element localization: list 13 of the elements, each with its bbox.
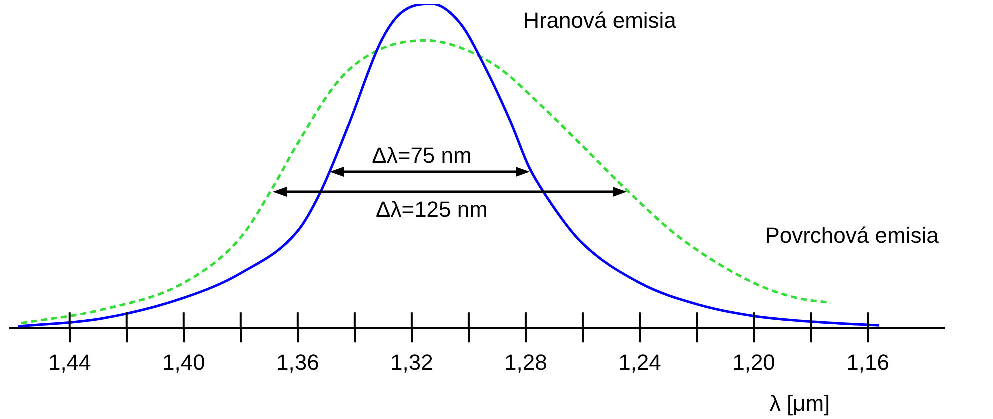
x-axis-title: λ [μm] — [770, 391, 830, 416]
x-tick-label: 1,24 — [618, 350, 662, 375]
x-tick-label: 1,44 — [48, 350, 92, 375]
annotation: Hranová emisia — [524, 8, 678, 34]
x-tick-label: 1,32 — [390, 350, 434, 375]
annotation: Δλ=125 nm — [376, 197, 488, 222]
x-tick-label: 1,40 — [162, 350, 206, 375]
annotation: Δλ=75 nm — [372, 143, 472, 168]
x-tick-label: 1,28 — [504, 350, 548, 375]
x-tick-label: 1,36 — [276, 350, 320, 375]
annotation: Povrchová emisia — [765, 223, 940, 248]
x-tick-label: 1,16 — [846, 350, 890, 375]
x-tick-label: 1,20 — [732, 350, 776, 375]
